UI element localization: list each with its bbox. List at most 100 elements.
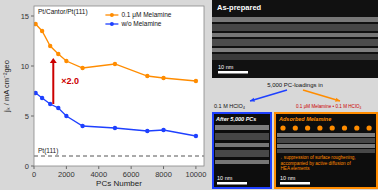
data-point <box>161 128 165 132</box>
x-axis-label: PCs Number <box>96 179 142 188</box>
legend-marker <box>110 22 114 26</box>
data-point <box>64 114 68 118</box>
image-stripe <box>277 133 375 137</box>
panel-text-line: accompanied by active diffusion of <box>278 161 351 166</box>
scale-bar <box>280 182 310 185</box>
panel-label: After 5,000 PCs <box>215 116 256 122</box>
adsorbed-dot <box>280 125 285 130</box>
figure: 0200040006000800010000051015PCs Numberjₖ… <box>0 0 378 190</box>
annotation: Pt/Cantor/Pt(111) <box>38 8 88 16</box>
y-tick <box>31 16 34 17</box>
legend-marker <box>110 13 114 17</box>
panel-text: 0.1 M HClO₄ <box>214 103 246 109</box>
panel-text: → suppression of surface roughening, acc… <box>278 155 356 171</box>
image-stripe <box>212 54 378 60</box>
y-tick-label: 5 <box>25 112 29 121</box>
image-stripe <box>212 17 378 22</box>
adsorbed-dot <box>330 125 335 130</box>
data-point <box>40 29 44 33</box>
adsorbed-dot <box>354 125 359 130</box>
ratio-arrow-shaft <box>52 62 54 104</box>
reference-line <box>34 156 204 157</box>
data-point <box>113 62 117 66</box>
scale-bar <box>218 71 248 74</box>
y-tick <box>31 116 34 117</box>
data-point <box>194 79 198 83</box>
data-point <box>56 52 60 56</box>
panel-text: 5,000 PC-loadings in <box>267 82 323 88</box>
data-point <box>56 106 60 110</box>
panel-text-line: HEA elements <box>278 166 310 171</box>
plot-frame <box>34 6 204 166</box>
x-tick <box>163 166 164 169</box>
panel-arrow-head <box>250 98 255 102</box>
y-tick-label: 15 <box>21 12 29 21</box>
adsorbed-dot <box>293 125 298 130</box>
scale-bar-label: 10 nm <box>218 64 234 70</box>
image-top <box>212 0 378 78</box>
image-stripe <box>212 33 378 37</box>
image-stripe <box>277 149 375 153</box>
image-left <box>213 113 271 188</box>
data-point <box>145 74 149 78</box>
image-stripe <box>212 39 378 46</box>
data-point <box>48 44 52 48</box>
panel-label: As-prepared <box>217 3 262 12</box>
background <box>0 0 378 190</box>
reference-label: Pt(111) <box>38 147 58 155</box>
image-stripe <box>212 24 378 31</box>
legend-entry: 0.1 μM Melamine <box>121 11 171 19</box>
plot-area <box>34 6 204 166</box>
x-tick <box>66 166 67 169</box>
x-tick <box>98 166 99 169</box>
panel-text-line: → suppression of surface roughening, <box>278 155 356 160</box>
panel-text: 0.1 μM Melamine • 0.1 M HClO₄ <box>296 104 361 109</box>
adsorbed-dot <box>342 125 347 130</box>
data-point <box>145 129 149 133</box>
image-stripe <box>277 138 375 143</box>
scale-bar-label: 10 nm <box>280 175 296 181</box>
data-point <box>194 134 198 138</box>
data-point <box>80 124 84 128</box>
panel-label: Adsorbed Melamine <box>278 116 331 122</box>
data-point <box>80 66 84 70</box>
data-point <box>34 91 38 95</box>
image-stripe <box>212 48 378 52</box>
data-point <box>113 126 117 130</box>
image-stripe <box>277 144 375 148</box>
image-right <box>275 113 377 188</box>
adsorbed-dot <box>367 125 372 130</box>
y-tick <box>31 166 34 167</box>
x-tick-label: 8000 <box>155 170 172 179</box>
panel-arrow <box>303 90 340 101</box>
x-tick-label: 0 <box>32 170 36 179</box>
scale-bar <box>217 182 247 185</box>
series-line <box>36 24 196 81</box>
ratio-arrow-head <box>50 58 57 63</box>
adsorbed-dot <box>305 125 310 130</box>
series-line <box>36 93 196 136</box>
y-tick-label: 10 <box>21 62 29 71</box>
image-stripe <box>215 125 269 130</box>
x-tick-label: 4000 <box>90 170 107 179</box>
image-stripe <box>215 150 269 157</box>
y-tick-label: 0 <box>25 162 29 171</box>
x-tick <box>195 166 196 169</box>
data-point <box>34 22 38 26</box>
panel-arrow-head <box>335 98 340 102</box>
legend-entry: w/o Melamine <box>120 20 161 27</box>
y-tick <box>31 66 34 67</box>
scale-bar-label: 10 nm <box>217 175 233 181</box>
x-tick <box>131 166 132 169</box>
image-stripe <box>215 133 269 140</box>
image-stripe <box>215 143 269 147</box>
data-point <box>40 96 44 100</box>
panel-arrow <box>250 90 287 101</box>
annotation: ×2.0 <box>61 76 79 86</box>
plot-marks <box>34 22 204 156</box>
adsorbed-dot <box>317 125 322 130</box>
data-point <box>64 59 68 63</box>
data-point <box>48 102 52 106</box>
y-axis-label: jₖ / mA cm⁻²geo <box>2 60 11 113</box>
image-stripe <box>215 160 269 164</box>
